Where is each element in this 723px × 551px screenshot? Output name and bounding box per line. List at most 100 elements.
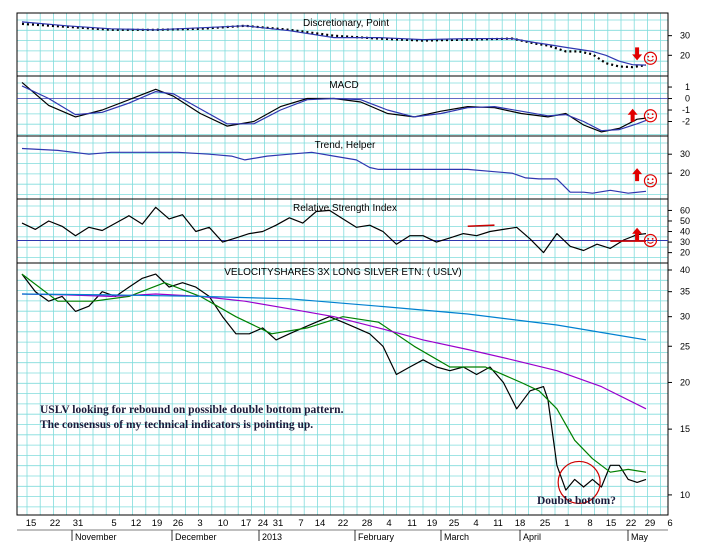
smiley-eye — [651, 237, 654, 240]
down-arrow-icon — [632, 47, 643, 61]
series-line-sma-long — [21, 293, 647, 341]
y-tick-label: 1 — [685, 82, 690, 92]
x-day-label: 15 — [26, 518, 37, 529]
x-day-label: 15 — [606, 518, 617, 529]
series-line-rsi — [21, 206, 647, 254]
x-day-label: 17 — [241, 518, 252, 529]
y-tick-label: 20 — [680, 248, 690, 258]
x-day-label: 7 — [298, 518, 303, 529]
series-line-dotted — [21, 22, 647, 69]
x-day-label: 19 — [152, 518, 163, 529]
smiley-mouth — [647, 59, 654, 62]
x-day-label: 26 — [173, 518, 184, 529]
x-day-label: 31 — [73, 518, 84, 529]
annotation-line-2: The consensus of my technical indicators… — [40, 419, 313, 431]
smiley-eye — [647, 113, 650, 116]
smiley-eye — [647, 178, 650, 181]
y-tick-label: 30 — [680, 149, 690, 159]
x-day-label: 1 — [564, 518, 569, 529]
x-day-label: 22 — [50, 518, 61, 529]
y-tick-label: 15 — [680, 424, 690, 434]
x-day-label: 28 — [362, 518, 373, 529]
smiley-eye — [651, 178, 654, 181]
x-month-label: November — [75, 532, 117, 542]
x-month-label: December — [175, 532, 217, 542]
x-day-label: 14 — [315, 518, 326, 529]
smiley-eye — [651, 113, 654, 116]
y-tick-label: 30 — [680, 237, 690, 247]
smiley-icon — [643, 174, 658, 188]
x-day-label: 12 — [131, 518, 142, 529]
smiley-icon — [643, 233, 658, 248]
series-line-sma-short — [21, 273, 647, 473]
x-day-label: 8 — [587, 518, 592, 529]
x-day-label: 25 — [449, 518, 460, 529]
panel-title-trend: Trend, Helper — [315, 140, 376, 151]
y-tick-label: 30 — [680, 312, 690, 322]
y-tick-label: 40 — [680, 227, 690, 237]
smiley-eye — [647, 55, 650, 58]
series-line-signal — [21, 85, 647, 132]
x-month-label: February — [358, 532, 395, 542]
axis-labels: 2030-2-101203020304050601015202530354015… — [17, 31, 690, 542]
smiley-mouth — [647, 181, 654, 184]
smiley-face — [643, 51, 658, 65]
x-month-label: May — [631, 532, 649, 542]
x-day-label: 11 — [407, 518, 417, 529]
smiley-mouth — [647, 116, 654, 119]
x-day-label: 5 — [111, 518, 116, 529]
smiley-mouth — [647, 241, 654, 244]
y-tick-label: 60 — [680, 205, 690, 215]
up-arrow-icon — [632, 168, 643, 182]
smiley-face — [643, 109, 658, 123]
panel-title-macd: MACD — [329, 80, 358, 91]
x-day-label: 3 — [197, 518, 202, 529]
up-arrow-icon — [627, 108, 638, 122]
x-day-label: 25 — [540, 518, 551, 529]
y-tick-label: 40 — [680, 265, 690, 275]
annotation-line-1: USLV looking for rebound on possible dou… — [40, 404, 344, 416]
y-tick-label: -2 — [682, 117, 690, 127]
y-tick-label: 50 — [680, 216, 690, 226]
chart-panels — [16, 12, 669, 516]
smiley-eye — [647, 237, 650, 240]
y-tick-label: 20 — [680, 50, 690, 60]
series-line-macd — [21, 81, 647, 133]
series-line-line — [21, 21, 647, 66]
x-day-label: 22 — [338, 518, 349, 529]
smiley-face — [643, 174, 658, 188]
y-tick-label: 0 — [685, 94, 690, 104]
grid-lines — [17, 13, 668, 515]
x-day-label: 10 — [218, 518, 229, 529]
x-day-label: 19 — [427, 518, 438, 529]
y-tick-label: -1 — [682, 105, 690, 115]
x-day-label: 18 — [515, 518, 526, 529]
series-line-price — [21, 273, 647, 491]
y-tick-label: 20 — [680, 168, 690, 178]
panel-title-discretionary: Discretionary, Point — [303, 18, 389, 29]
x-day-label: 31 — [273, 518, 284, 529]
x-day-label: 6 — [667, 518, 672, 529]
x-month-label: April — [523, 532, 541, 542]
x-day-label: 4 — [473, 518, 478, 529]
series-line-trend — [21, 147, 647, 194]
double-bottom-circle — [557, 460, 601, 505]
x-day-label: 4 — [386, 518, 391, 529]
smiley-icon — [643, 51, 658, 65]
y-tick-label: 20 — [680, 377, 690, 387]
x-day-label: 22 — [626, 518, 637, 529]
panel-title-rsi: Relative Strength Index — [293, 203, 397, 214]
y-tick-label: 10 — [680, 490, 690, 500]
x-month-label: 2013 — [262, 532, 282, 542]
double-bottom-callout: Double bottom? — [537, 495, 616, 507]
signal-segment — [467, 224, 495, 228]
smiley-face — [643, 233, 658, 248]
x-month-label: March — [444, 532, 469, 542]
chart-border — [16, 12, 669, 516]
x-day-label: 24 — [258, 518, 269, 529]
smiley-icon — [643, 109, 658, 123]
y-tick-label: 25 — [680, 341, 690, 351]
x-day-label: 29 — [645, 518, 656, 529]
x-day-label: 11 — [493, 518, 503, 529]
